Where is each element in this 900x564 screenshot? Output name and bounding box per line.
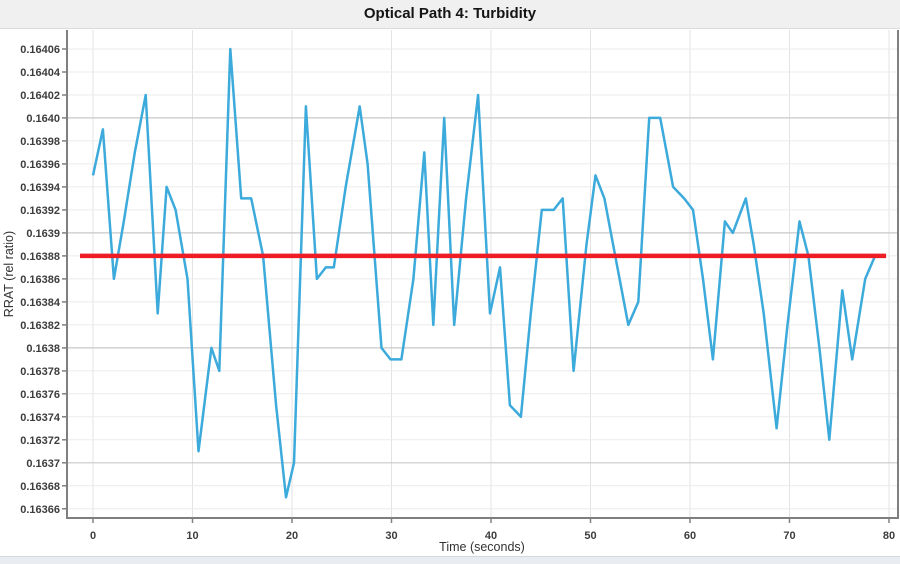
y-tick-label: 0.16404 (20, 67, 61, 79)
x-tick-label: 40 (485, 530, 497, 542)
y-tick-label: 0.16402 (20, 90, 60, 102)
y-tick-label: 0.16378 (20, 366, 60, 378)
y-tick-label: 0.16398 (20, 136, 60, 148)
x-tick-label: 30 (385, 530, 397, 542)
y-tick-label: 0.16394 (20, 182, 61, 194)
y-tick-label: 0.16392 (20, 205, 60, 217)
x-tick-label: 80 (883, 530, 895, 542)
y-tick-label: 0.16374 (20, 412, 61, 424)
y-tick-label: 0.16366 (20, 504, 60, 516)
y-tick-label: 0.16388 (20, 251, 60, 263)
y-tick-label: 0.16382 (20, 320, 60, 332)
y-tick-label: 0.1640 (26, 113, 60, 125)
x-tick-label: 50 (584, 530, 596, 542)
footer-band (0, 556, 900, 564)
series-lines (80, 47, 887, 499)
chart-title-bar: Optical Path 4: Turbidity (0, 0, 900, 29)
x-tick-label: 70 (783, 530, 795, 542)
x-axis-title: Time (seconds) (439, 540, 525, 554)
y-tick-label: 0.16384 (20, 297, 61, 309)
y-tick-label: 0.16406 (20, 44, 60, 56)
y-tick-label: 0.1637 (26, 458, 60, 470)
axis-borders (66, 30, 899, 519)
chart-title: Optical Path 4: Turbidity (363, 5, 537, 22)
y-tick-label: 0.16376 (20, 389, 60, 401)
y-tick-label: 0.16368 (20, 481, 60, 493)
grid-horizontal-lines (67, 48, 898, 510)
y-tick-label: 0.16386 (20, 274, 60, 286)
y-tick-label: 0.1639 (26, 228, 60, 240)
y-axis-title: RRAT (rel ratio) (2, 230, 16, 318)
axis-tick-labels: 0 10 20 30 40 50 60 70 80 0.16406 0.16404 0.16402 0.… (20, 44, 895, 542)
x-tick-label: 0 (90, 530, 96, 542)
x-tick-label: 60 (684, 530, 696, 542)
y-tick-label: 0.16372 (20, 435, 60, 447)
y-tick-label: 0.16396 (20, 159, 60, 171)
grid-vertical-lines (92, 30, 890, 518)
x-tick-label: 10 (186, 530, 198, 542)
turbidity-rrat (91, 47, 877, 499)
x-tick-label: 20 (286, 530, 298, 542)
y-tick-label: 0.1638 (26, 343, 60, 355)
